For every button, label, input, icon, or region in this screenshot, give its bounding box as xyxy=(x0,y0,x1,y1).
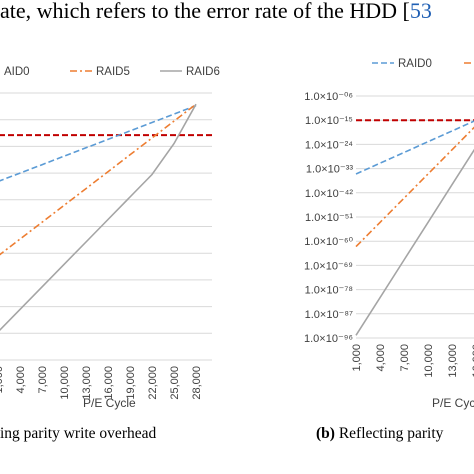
x-tick-label: 13,000 xyxy=(447,344,459,378)
left-caption-text: ing parity write overhead xyxy=(0,425,156,442)
y-tick-label: 1.0×10⁻⁸⁷ xyxy=(305,309,353,321)
chart-right: 1.0×10⁻⁰⁶ 1.0×10⁻¹⁵ 1.0×10⁻²⁴ 1.0×10⁻³³ 1.0×… xyxy=(304,58,474,442)
right-x-tick-labels: 1,000 4,000 7,000 10,000 13,000 16,000 xyxy=(351,344,474,378)
y-tick-label: 1.0×10⁻⁹⁶ xyxy=(304,333,353,345)
y-tick-label: 1.0×10⁻⁷⁸ xyxy=(305,285,353,297)
y-tick-label: 1.0×10⁻⁴² xyxy=(305,188,353,200)
left-x-axis-title: P/E Cycle xyxy=(83,396,136,410)
legend-label-raid6: RAID6 xyxy=(186,66,220,78)
series-line-raid5 xyxy=(355,126,474,248)
y-tick-label: 1.0×10⁻²⁴ xyxy=(305,139,353,151)
x-tick-label: 7,000 xyxy=(37,366,49,394)
legend-label-raid5: AID0 xyxy=(4,66,30,78)
series-line-raid5 xyxy=(0,103,197,256)
left-caption: ing parity write overhead xyxy=(0,425,156,442)
x-tick-label: 1,000 xyxy=(351,344,363,372)
right-caption-label: (b) xyxy=(316,425,335,442)
y-tick-label: 1.0×10⁻⁵¹ xyxy=(305,212,353,224)
left-gridlines xyxy=(0,92,212,361)
header-text: ate, which refers to the error rate of t… xyxy=(0,0,474,34)
right-gridlines xyxy=(356,95,474,339)
left-series-lines xyxy=(0,103,197,331)
series-line-raid6 xyxy=(355,148,474,336)
right-y-tick-labels: 1.0×10⁻⁰⁶ 1.0×10⁻¹⁵ 1.0×10⁻²⁴ 1.0×10⁻³³ 1.0×… xyxy=(304,91,354,345)
series-line-raid6 xyxy=(0,103,197,331)
x-tick-label: 1,000 xyxy=(0,366,5,394)
right-x-axis-title: P/E Cycle xyxy=(432,396,474,410)
chart-left: 1,000 4,000 7,000 10,000 13,000 16,000 19,000 2… xyxy=(0,66,220,442)
right-series-lines xyxy=(355,120,474,336)
x-tick-label: 22,000 xyxy=(147,366,159,400)
x-tick-label: 19,000 xyxy=(125,366,137,400)
x-tick-label: 25,000 xyxy=(169,366,181,400)
series-line-raid0 xyxy=(355,120,474,175)
left-legend: AID0 RAID5 RAID6 xyxy=(4,66,220,78)
header-text-prefix: ate, which refers to the error rate of t… xyxy=(0,0,410,23)
x-tick-label: 10,000 xyxy=(59,366,71,400)
series-line-raid0 xyxy=(0,104,197,182)
legend-label-raid0: RAID0 xyxy=(398,58,432,70)
x-tick-label: 13,000 xyxy=(81,366,93,400)
y-tick-label: 1.0×10⁻¹⁵ xyxy=(305,115,353,127)
y-tick-label: 1.0×10⁻⁶⁹ xyxy=(304,260,353,272)
citation-link[interactable]: 53 xyxy=(409,0,432,23)
right-caption: (b) Reflecting parity xyxy=(316,425,444,442)
y-tick-label: 1.0×10⁻³³ xyxy=(306,164,353,176)
x-tick-label: 28,000 xyxy=(191,366,203,400)
x-tick-label: 16,000 xyxy=(471,344,474,378)
y-tick-label: 1.0×10⁻⁰⁶ xyxy=(304,91,353,103)
y-tick-label: 1.0×10⁻⁶⁰ xyxy=(304,236,353,248)
x-tick-label: 16,000 xyxy=(103,366,115,400)
x-tick-label: 10,000 xyxy=(423,344,435,378)
left-x-tick-labels: 1,000 4,000 7,000 10,000 13,000 16,000 19,000 2… xyxy=(0,366,203,400)
x-tick-label: 4,000 xyxy=(15,366,27,394)
right-legend: RAID0R xyxy=(372,58,474,70)
legend-label-raid5: RAID5 xyxy=(96,66,130,78)
x-tick-label: 7,000 xyxy=(399,344,411,372)
right-caption-text: Reflecting parity xyxy=(335,425,444,442)
x-tick-label: 4,000 xyxy=(375,344,387,372)
